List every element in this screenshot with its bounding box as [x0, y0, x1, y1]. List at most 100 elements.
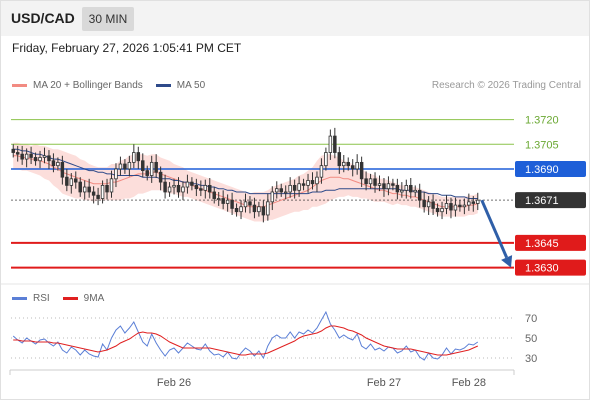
candle-body — [145, 170, 149, 176]
candle-body — [56, 161, 60, 167]
candle-body — [243, 201, 248, 208]
candle-body — [275, 188, 279, 193]
candle-body — [29, 153, 33, 158]
candle-body — [132, 152, 136, 163]
candle-body — [172, 184, 176, 188]
candle-body — [409, 184, 413, 193]
candle-body — [239, 206, 243, 213]
candle-body — [440, 207, 444, 213]
symbol-title: USD/CAD — [11, 10, 75, 26]
candle-body — [24, 153, 29, 160]
candle-body — [346, 161, 350, 167]
candle-body — [185, 181, 190, 188]
candle-body — [355, 161, 359, 170]
level-label-1.3645: 1.3645 — [525, 238, 559, 250]
candle-body — [319, 165, 324, 178]
candle-body — [33, 157, 38, 162]
candle-body — [342, 161, 346, 167]
level-badge-1.3645 — [515, 234, 586, 251]
candle-body — [234, 207, 239, 213]
ma50-line — [13, 148, 478, 199]
ma20-swatch — [12, 84, 27, 87]
x-tick-label: Feb 28 — [452, 377, 486, 389]
candle-body — [435, 207, 440, 213]
ma50-swatch — [155, 84, 171, 87]
level-label-1.3671: 1.3671 — [525, 195, 559, 207]
candle-body — [350, 165, 355, 170]
candle-body — [422, 199, 426, 208]
candle-body — [252, 204, 257, 213]
candle-body — [297, 183, 301, 191]
candle-body — [248, 201, 252, 206]
candle-body — [426, 201, 431, 208]
candle-body — [476, 199, 480, 204]
candle-body — [261, 206, 266, 216]
candle-body — [100, 184, 105, 199]
candle-body — [386, 183, 391, 190]
candle-body — [176, 184, 181, 193]
candle-body — [190, 181, 194, 186]
candle-body — [212, 191, 216, 199]
rsi-level-label-70: 70 — [525, 313, 537, 325]
candle-body — [91, 191, 96, 196]
candle-body — [431, 201, 435, 209]
candle-body — [114, 168, 118, 180]
legend-item-rsi: RSI — [12, 293, 50, 304]
timeframe-button[interactable]: 30 MIN — [82, 7, 134, 31]
candle-body — [96, 194, 100, 199]
candle-body — [158, 171, 163, 183]
candle-body — [462, 204, 467, 208]
candle-body — [208, 184, 212, 193]
ma9-label: 9MA — [83, 293, 105, 304]
ma50-label: MA 50 — [176, 80, 206, 91]
candle-body — [444, 203, 449, 209]
candle-body — [69, 178, 74, 186]
candle-body — [199, 188, 203, 191]
candle-body — [60, 161, 65, 178]
candle-body — [47, 155, 51, 162]
candle-body — [333, 135, 337, 153]
candle-body — [257, 206, 261, 213]
candle-body — [123, 163, 127, 170]
candle-body — [315, 176, 319, 185]
level-label-1.3720: 1.3720 — [525, 115, 559, 127]
candle-body — [404, 184, 409, 191]
candle-body — [306, 180, 310, 186]
candle-body — [11, 148, 15, 153]
candle-body — [467, 201, 471, 206]
candle-body — [163, 181, 167, 193]
candle-body — [127, 161, 132, 170]
candle-body — [65, 176, 69, 186]
candle-body — [283, 191, 288, 194]
candle-body — [328, 135, 333, 153]
legend-item-9ma: 9MA — [62, 293, 105, 304]
level-badge-1.3671 — [515, 192, 586, 209]
candle-body — [310, 180, 315, 185]
candle-body — [324, 152, 328, 167]
rsi-level-label-50: 50 — [525, 333, 537, 345]
candle-body — [230, 199, 234, 209]
candle-body — [395, 184, 400, 193]
candle-body — [141, 160, 145, 172]
chart-header: USD/CAD 30 MIN — [0, 0, 590, 36]
candle-body — [20, 153, 24, 160]
level-label-1.3690: 1.3690 — [525, 164, 559, 176]
candle-body — [270, 191, 275, 203]
candle-body — [391, 183, 395, 186]
candle-body — [337, 152, 342, 167]
candle-body — [364, 178, 368, 185]
candle-body — [449, 203, 453, 211]
candle-body — [118, 163, 123, 170]
candle-body — [221, 198, 225, 204]
candle-body — [181, 186, 185, 193]
candle-body — [413, 189, 417, 193]
candle-body — [458, 204, 462, 208]
rsi-swatch — [12, 297, 27, 300]
candle-body — [279, 188, 283, 193]
chart-datetime: Friday, February 27, 2026 1:05:41 PM CET — [12, 41, 242, 55]
ma9-swatch — [62, 297, 78, 300]
rsi-label: RSI — [33, 293, 50, 304]
level-label-1.3630: 1.3630 — [525, 263, 559, 275]
candle-body — [167, 186, 172, 193]
